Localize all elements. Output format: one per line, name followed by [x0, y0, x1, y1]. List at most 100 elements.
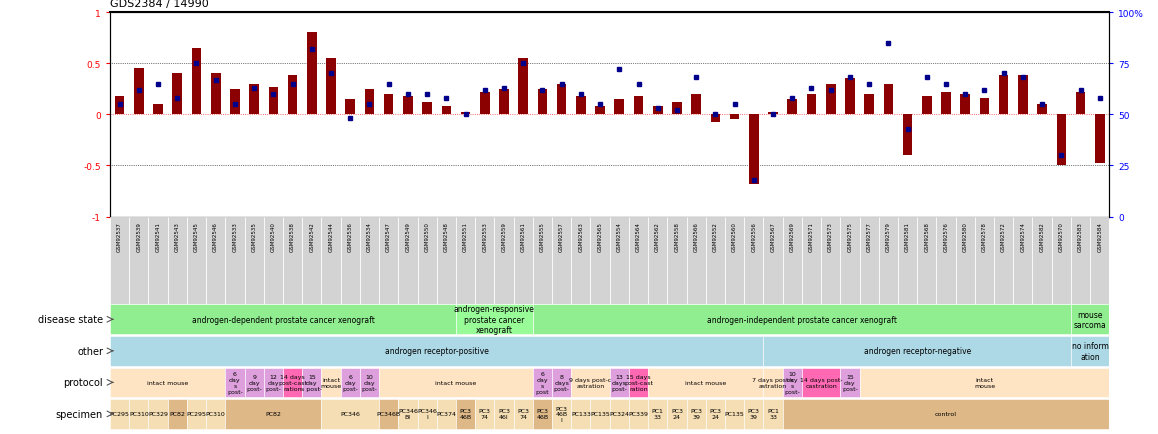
Bar [514, 217, 533, 304]
Bar [1013, 217, 1033, 304]
Bar [288, 76, 298, 115]
Bar [418, 217, 437, 304]
Text: PC310: PC310 [206, 411, 226, 416]
Bar [595, 107, 604, 115]
Text: GSM92566: GSM92566 [694, 221, 698, 251]
Bar [884, 84, 893, 115]
Text: androgen-responsive
prostate cancer
xenograft: androgen-responsive prostate cancer xeno… [454, 305, 535, 335]
Bar [705, 217, 725, 304]
Text: 8
days
post-: 8 days post- [554, 374, 570, 391]
Text: PC3
46I: PC3 46I [498, 408, 510, 419]
Text: GSM92571: GSM92571 [809, 221, 814, 251]
Text: PC133: PC133 [571, 411, 591, 416]
Text: PC1
33: PC1 33 [767, 408, 779, 419]
Text: GSM92582: GSM92582 [1040, 221, 1045, 251]
Bar [1056, 115, 1067, 166]
Bar [571, 399, 591, 429]
Bar [437, 217, 456, 304]
Bar [629, 217, 648, 304]
Bar [763, 399, 783, 429]
Text: PC329: PC329 [148, 411, 168, 416]
Bar [479, 92, 490, 115]
Text: PC346
I: PC346 I [417, 408, 437, 419]
Bar [244, 217, 264, 304]
Text: GSM92564: GSM92564 [636, 221, 642, 251]
Text: PC3
39: PC3 39 [748, 408, 760, 419]
Text: GSM92572: GSM92572 [1002, 221, 1006, 251]
Bar [475, 399, 494, 429]
Bar [994, 217, 1013, 304]
Text: 9 days post-c
astration: 9 days post-c astration [570, 377, 611, 388]
Bar [1033, 217, 1051, 304]
Bar [1051, 217, 1071, 304]
Text: PC3
46B: PC3 46B [536, 408, 549, 419]
Bar [360, 217, 379, 304]
Bar [423, 103, 432, 115]
Bar [302, 217, 322, 304]
Bar [763, 217, 783, 304]
Bar [841, 217, 859, 304]
Bar [264, 217, 283, 304]
Text: GSM92535: GSM92535 [251, 221, 257, 251]
Text: GSM92576: GSM92576 [944, 221, 948, 251]
Bar [653, 107, 662, 115]
Text: GSM92568: GSM92568 [924, 221, 929, 251]
Text: GSM92541: GSM92541 [155, 221, 161, 251]
Bar [1071, 305, 1109, 334]
Text: GSM92560: GSM92560 [732, 221, 738, 251]
Bar [475, 217, 494, 304]
Text: GSM92547: GSM92547 [386, 221, 391, 251]
Text: GSM92581: GSM92581 [906, 221, 910, 251]
Text: PC346: PC346 [340, 411, 360, 416]
Bar [461, 113, 470, 115]
Text: GSM92538: GSM92538 [291, 221, 295, 251]
Text: GSM92562: GSM92562 [655, 221, 660, 251]
Text: 15
day
s post-: 15 day s post- [301, 374, 322, 391]
Bar [557, 84, 566, 115]
Text: 6
day
s
post: 6 day s post [536, 372, 549, 394]
Bar [456, 217, 475, 304]
Bar [725, 217, 745, 304]
Text: GSM92544: GSM92544 [329, 221, 334, 251]
Bar [591, 399, 609, 429]
Bar [801, 217, 821, 304]
Bar [980, 99, 989, 115]
Bar [917, 217, 937, 304]
Bar [322, 399, 379, 429]
Text: GSM92575: GSM92575 [848, 221, 852, 251]
Text: GSM92537: GSM92537 [117, 221, 122, 251]
Text: 6
day
s
post-: 6 day s post- [227, 372, 243, 394]
Text: GSM92548: GSM92548 [444, 221, 449, 251]
Bar [1090, 217, 1109, 304]
Bar [249, 84, 259, 115]
Bar [821, 217, 841, 304]
Bar [533, 368, 552, 397]
Bar [206, 399, 226, 429]
Bar [173, 74, 182, 115]
Bar [206, 217, 226, 304]
Bar [763, 368, 783, 397]
Text: PC3
74: PC3 74 [518, 408, 529, 419]
Bar [648, 368, 763, 397]
Text: GSM92550: GSM92550 [425, 221, 430, 251]
Bar [687, 217, 705, 304]
Text: GSM92534: GSM92534 [367, 221, 372, 251]
Bar [226, 368, 244, 397]
Bar [244, 368, 264, 397]
Bar [211, 74, 220, 115]
Bar [730, 115, 740, 120]
Text: GSM92583: GSM92583 [1078, 221, 1083, 251]
Text: specimen: specimen [56, 409, 103, 419]
Bar [264, 368, 283, 397]
Text: GSM92551: GSM92551 [463, 221, 468, 251]
Text: GSM92574: GSM92574 [1020, 221, 1025, 251]
Text: 14 days post-
castration: 14 days post- castration [800, 377, 842, 388]
Bar [230, 89, 240, 115]
Bar [327, 59, 336, 115]
Bar [768, 113, 778, 115]
Text: PC324: PC324 [609, 411, 629, 416]
Bar [763, 336, 1071, 366]
Bar [633, 97, 644, 115]
Bar [787, 100, 797, 115]
Text: androgen receptor-negative: androgen receptor-negative [864, 346, 970, 355]
